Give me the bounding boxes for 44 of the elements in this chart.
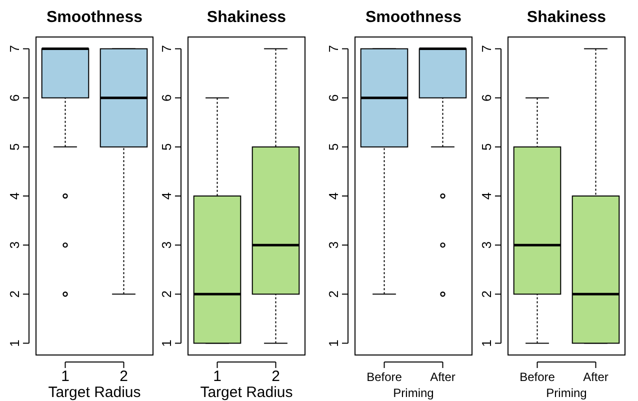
y-tick-label: 6: [7, 94, 22, 102]
chart-title: Smoothness: [46, 9, 143, 26]
y-tick-label: 3: [479, 241, 494, 249]
x-axis-title: Priming: [546, 386, 587, 400]
chart-title: Shakiness: [526, 9, 606, 26]
y-tick-label: 6: [159, 94, 174, 102]
y-tick-label: 3: [7, 241, 22, 249]
y-tick-label: 4: [7, 192, 22, 200]
y-tick-label: 7: [7, 45, 22, 52]
y-tick-label: 2: [479, 290, 494, 298]
x-tick-label: 2: [272, 368, 280, 385]
x-tick-label: Before: [366, 370, 402, 384]
y-tick-label: 5: [326, 143, 341, 151]
y-tick-label: 5: [479, 143, 494, 151]
x-tick-label: After: [583, 370, 608, 384]
x-tick-label: 1: [61, 368, 70, 385]
y-tick-label: 7: [479, 45, 494, 52]
y-tick-label: 7: [326, 45, 341, 52]
y-tick-label: 4: [159, 192, 174, 200]
y-tick-label: 5: [7, 143, 22, 151]
y-tick-label: 7: [159, 45, 174, 52]
y-tick-label: 6: [326, 94, 341, 102]
x-axis-title: Priming: [393, 386, 434, 400]
x-axis-title: Target Radius: [200, 384, 293, 401]
x-axis-title: Target Radius: [48, 384, 141, 401]
y-tick-label: 3: [326, 241, 341, 249]
y-tick-label: 5: [159, 143, 174, 151]
chart-title: Shakiness: [206, 9, 286, 26]
y-tick-label: 3: [159, 241, 174, 249]
y-tick-label: 1: [479, 340, 494, 347]
y-tick-label: 6: [479, 94, 494, 102]
chart-title: Smoothness: [365, 9, 462, 26]
x-tick-label: 2: [120, 368, 128, 385]
x-tick-label: After: [430, 370, 456, 384]
y-tick-label: 2: [7, 290, 22, 298]
x-tick-label: 1: [213, 368, 222, 385]
y-tick-label: 4: [479, 192, 494, 200]
y-tick-label: 2: [326, 290, 341, 298]
x-tick-label: Before: [520, 370, 556, 384]
y-tick-label: 1: [7, 340, 22, 347]
y-tick-label: 1: [159, 340, 174, 347]
y-tick-label: 2: [159, 290, 174, 298]
y-tick-label: 1: [326, 340, 341, 347]
y-tick-label: 4: [326, 192, 341, 200]
